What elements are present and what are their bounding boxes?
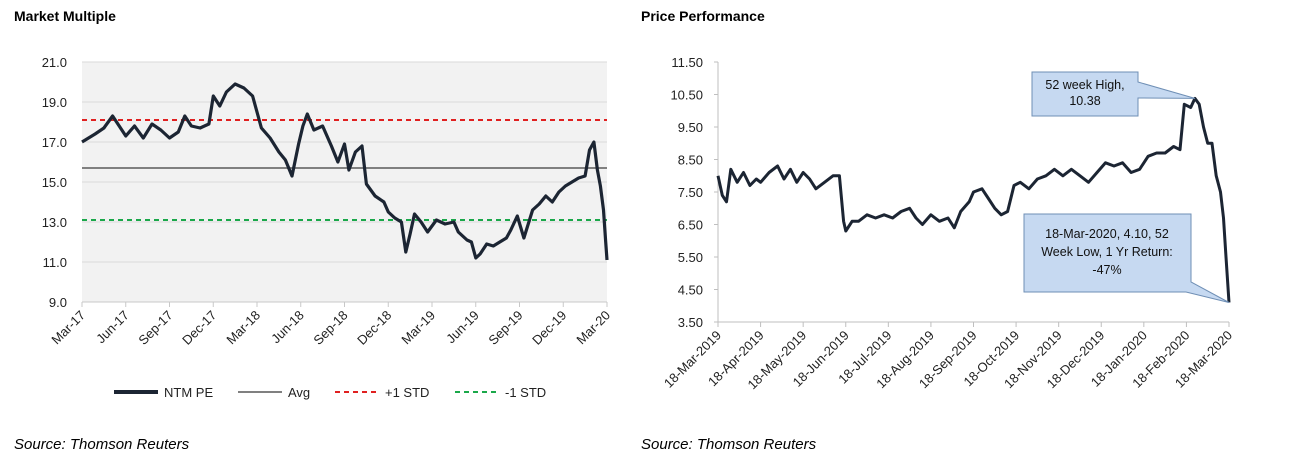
low-callout-text: Week Low, 1 Yr Return: [1041,245,1173,259]
left-x-tick-label: Jun-19 [443,308,482,347]
left-y-tick-label: 11.0 [43,255,67,270]
high-callout-text: 10.38 [1069,94,1100,108]
left-y-tick-label: 21.0 [42,55,67,70]
right-y-tick-label: 7.50 [678,185,703,200]
right-y-tick-label: 3.50 [678,315,703,330]
left-x-tick-label: Sep-18 [310,308,350,348]
left-y-tick-label: 19.0 [42,95,67,110]
left-y-tick-label: 13.0 [42,215,67,230]
left-x-tick-label: Sep-17 [135,308,175,348]
right-y-tick-label: 9.50 [678,120,703,135]
right-y-tick-label: 11.50 [671,55,703,70]
right-y-tick-label: 6.50 [678,218,703,233]
left-y-tick-label: 17.0 [42,135,67,150]
left-x-tick-label: Jun-17 [93,308,132,347]
left-x-tick-label: Sep-19 [485,308,525,348]
legend-plus-one-std-label: +1 STD [385,385,429,400]
ntm-pe-line [81,82,609,261]
low-callout-box [1023,213,1230,303]
left-x-tick-label: Mar-20 [573,308,613,348]
right-source-note: Source: Thomson Reuters [641,436,817,453]
right-y-tick-label: 10.50 [670,88,703,103]
right-y-tick-label: 5.50 [678,250,703,265]
high-callout-text: 52 week High, [1045,78,1124,92]
high-callout-box [1031,71,1196,117]
low-callout-text: -47% [1092,263,1121,277]
left-x-tick-label: Mar-19 [398,308,438,348]
price-performance-title: Price Performance [641,8,765,24]
low-callout-text: 18-Mar-2020, 4.10, 52 [1045,227,1169,241]
right-y-tick-label: 8.50 [678,153,703,168]
left-y-tick-label: 9.0 [49,295,67,310]
left-x-tick-label: Jun-18 [268,308,307,347]
market-multiple-title: Market Multiple [14,8,116,24]
left-x-tick-label: Mar-17 [48,308,88,348]
left-x-tick-label: Dec-19 [529,308,569,348]
legend-minus-one-std-label: -1 STD [505,385,546,400]
legend-ntm-pe-label: NTM PE [164,385,213,400]
legend-avg-label: Avg [288,385,310,400]
price-line [716,96,1231,303]
left-x-tick-label: Dec-17 [179,308,219,348]
left-x-tick-label: Dec-18 [354,308,394,348]
left-y-tick-label: 15.0 [42,175,67,190]
right-y-tick-label: 4.50 [678,283,703,298]
left-source-note: Source: Thomson Reuters [14,436,190,453]
left-x-tick-label: Mar-18 [223,308,263,348]
